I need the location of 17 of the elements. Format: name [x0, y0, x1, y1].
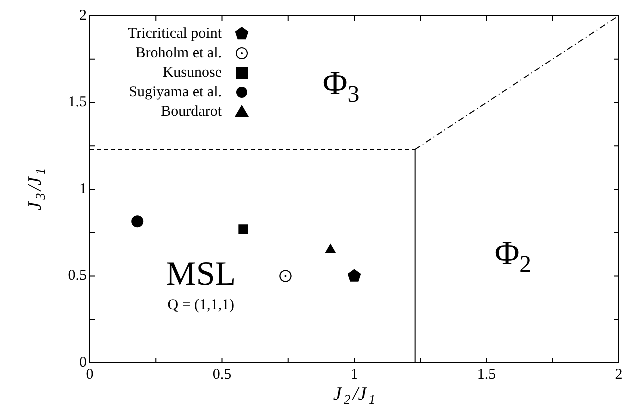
- x-tick-label: 2: [615, 366, 623, 383]
- annotation: Q = (1,1,1): [168, 298, 234, 314]
- legend-label: Bourdarot: [161, 104, 223, 120]
- legend-label: Sugiyama et al.: [129, 84, 222, 100]
- annotation: MSL: [166, 256, 236, 294]
- x-tick-label: 1: [350, 366, 358, 383]
- y-tick-label: 0: [80, 354, 87, 371]
- x-tick-label: 1.5: [477, 366, 496, 383]
- y-tick-label: 0.5: [68, 268, 87, 284]
- y-tick-label: 1: [80, 181, 87, 198]
- y-tick-label: 2: [80, 8, 87, 24]
- x-tick-label: 0.5: [212, 366, 232, 383]
- legend-label: Kusunose: [162, 64, 222, 81]
- legend-label: Tricritical point: [128, 26, 223, 42]
- y-tick-label: 1.5: [68, 94, 87, 111]
- y-axis-title: J3/J1: [25, 168, 48, 211]
- legend-label: Broholm et al.: [136, 45, 222, 62]
